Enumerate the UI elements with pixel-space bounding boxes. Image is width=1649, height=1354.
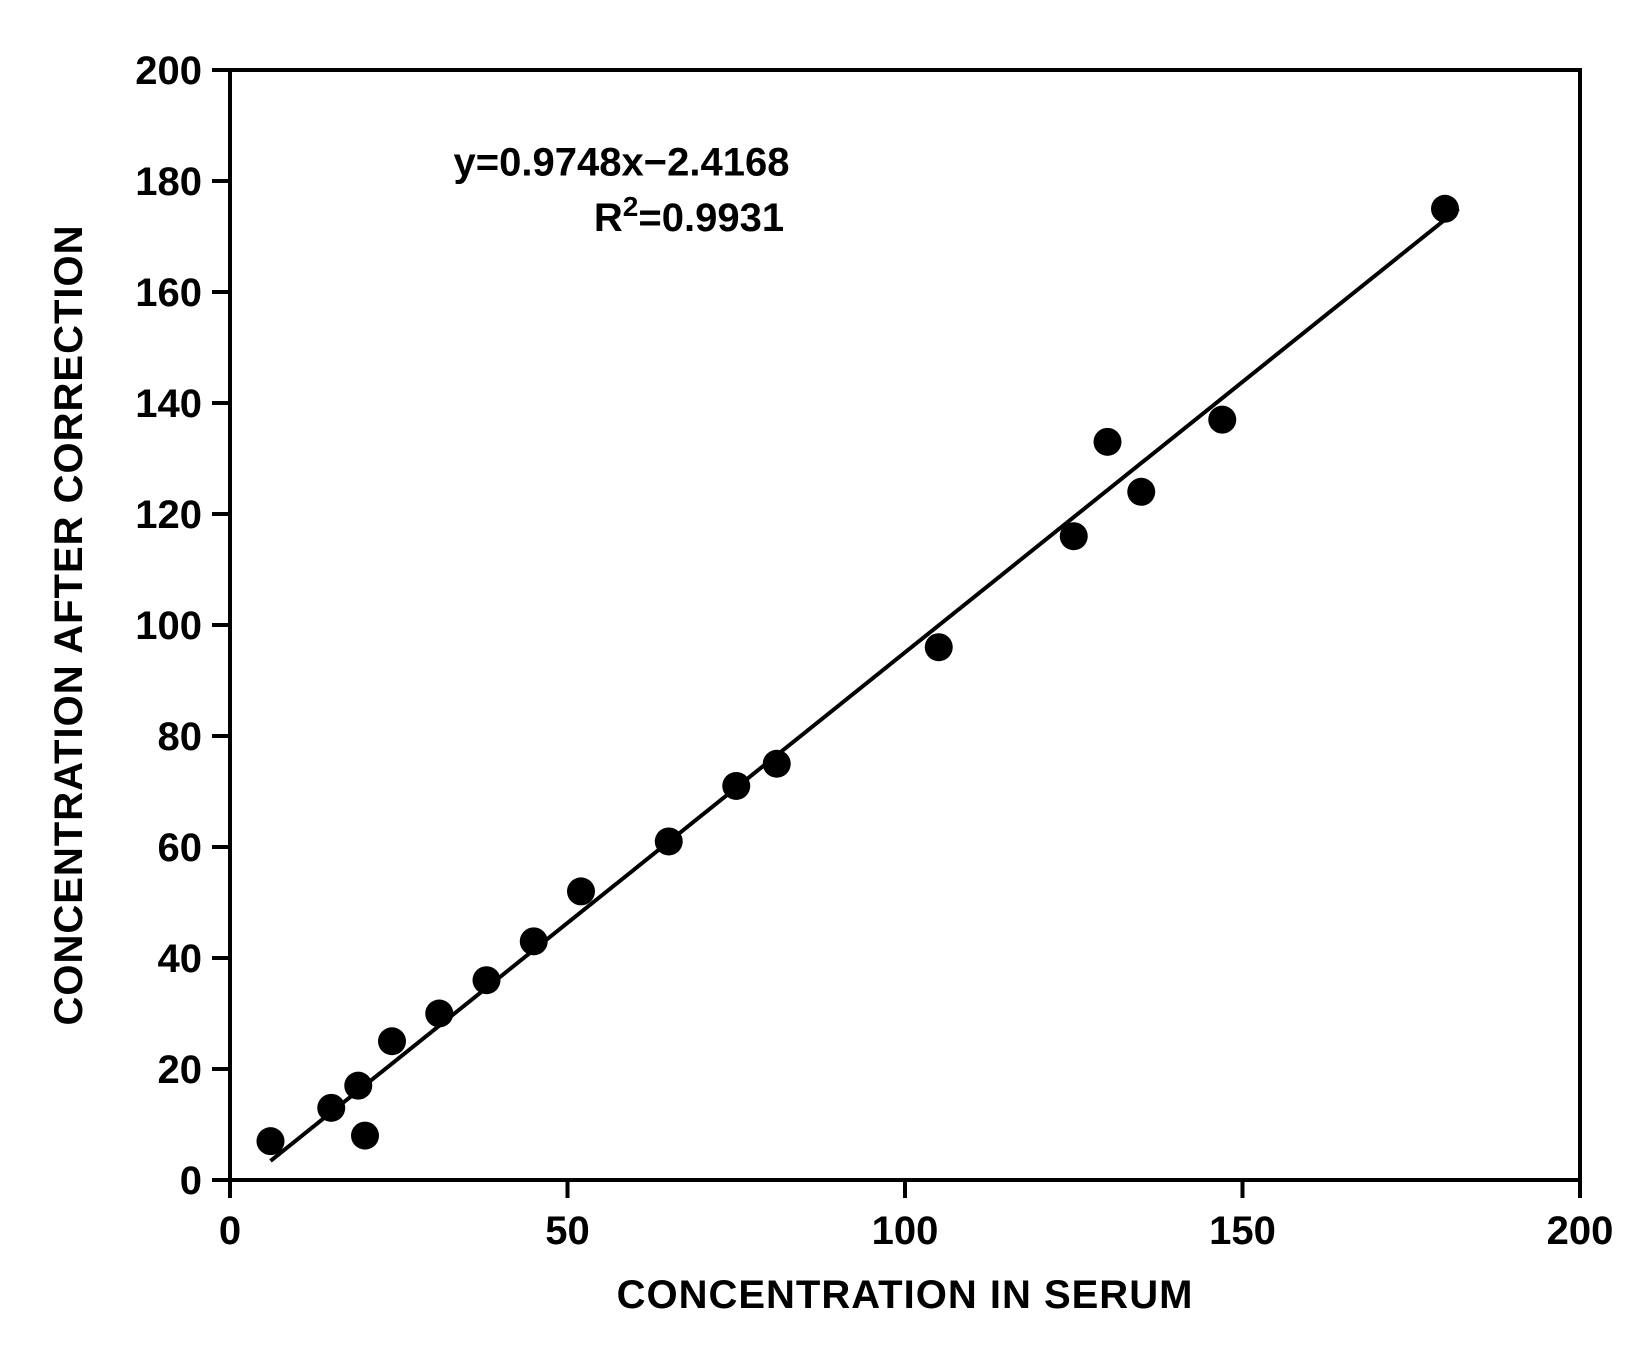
y-tick-label: 200 xyxy=(135,49,202,93)
y-tick-label: 160 xyxy=(135,271,202,315)
chart-svg: 0 50 100 150 200 0 20 40 60 80 100 120 140 160 180 200 C… xyxy=(0,0,1649,1354)
y-tick-label: 40 xyxy=(158,937,203,981)
x-tick-label: 150 xyxy=(1209,1209,1276,1253)
x-tick-label: 50 xyxy=(545,1209,590,1253)
data-point xyxy=(655,827,683,855)
y-tick-label: 60 xyxy=(158,826,203,870)
data-point xyxy=(722,772,750,800)
data-point xyxy=(1208,406,1236,434)
y-tick-label: 180 xyxy=(135,160,202,204)
y-tick-label: 100 xyxy=(135,604,202,648)
data-point xyxy=(1094,428,1122,456)
data-point xyxy=(378,1027,406,1055)
r-squared-annotation: R2=0.9931 xyxy=(594,190,784,240)
scatter-chart: 0 50 100 150 200 0 20 40 60 80 100 120 140 160 180 200 C… xyxy=(0,0,1649,1354)
data-point xyxy=(473,966,501,994)
equation-annotation: y=0.9748x−2.4168 xyxy=(454,140,790,184)
y-tick-label: 120 xyxy=(135,493,202,537)
y-axis-label: CONCENTRATION AFTER CORRECTION xyxy=(47,224,91,1025)
y-tick-label: 140 xyxy=(135,382,202,426)
data-point xyxy=(351,1122,379,1150)
data-point xyxy=(520,927,548,955)
x-tick-label: 0 xyxy=(219,1209,241,1253)
data-point xyxy=(925,633,953,661)
data-point xyxy=(763,750,791,778)
data-point xyxy=(425,1000,453,1028)
x-tick-label: 100 xyxy=(872,1209,939,1253)
data-point xyxy=(1060,522,1088,550)
y-tick-label: 20 xyxy=(158,1048,203,1092)
x-tick-label: 200 xyxy=(1547,1209,1614,1253)
y-tick-label: 80 xyxy=(158,715,203,759)
data-point xyxy=(344,1072,372,1100)
data-point xyxy=(567,877,595,905)
x-axis-label: CONCENTRATION IN SERUM xyxy=(617,1273,1194,1317)
data-point xyxy=(317,1094,345,1122)
data-point xyxy=(1431,195,1459,223)
y-tick-label: 0 xyxy=(180,1159,202,1203)
data-point xyxy=(257,1127,285,1155)
data-point xyxy=(1127,478,1155,506)
